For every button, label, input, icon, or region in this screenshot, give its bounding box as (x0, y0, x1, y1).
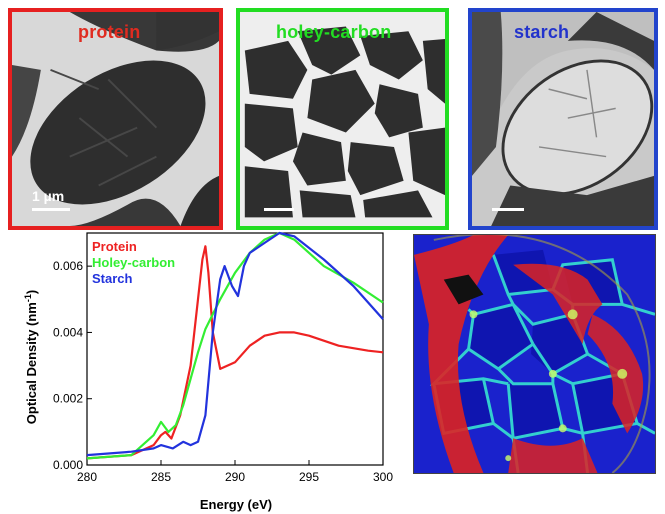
x-tick-label: 290 (225, 470, 245, 484)
starch-label: starch (514, 22, 570, 42)
legend-item-starch: Starch (92, 271, 133, 286)
series-line-protein (86, 245, 384, 460)
chart-axes: 280 285 290 295 300 0.000 0.002 0.004 0.006 (53, 232, 393, 484)
protein-micrograph (12, 12, 219, 226)
holey-carbon-image-panel: holey-carbon (236, 8, 449, 230)
y-tick-label: 0.002 (53, 392, 83, 406)
x-tick-label: 285 (151, 470, 171, 484)
protein-label: protein (78, 22, 141, 42)
scale-bar (264, 208, 294, 211)
y-tick-label: 0.006 (53, 259, 83, 273)
scale-bar (492, 208, 524, 211)
x-axis-title: Energy (eV) (200, 497, 272, 512)
composite-rgb-map (414, 235, 655, 473)
legend-item-protein: Protein (92, 239, 137, 254)
series-line-starch (86, 231, 384, 457)
composite-map-image (413, 234, 656, 474)
holey-carbon-label: holey-carbon (276, 22, 392, 42)
series-line-holey-carbon (86, 231, 384, 460)
starch-micrograph (472, 12, 654, 226)
spectra-chart: 280 285 290 295 300 0.000 0.002 0.004 0.006 Prot… (23, 231, 393, 512)
x-tick-label: 295 (299, 470, 319, 484)
y-tick-label: 0.004 (53, 325, 83, 339)
holey-carbon-micrograph (240, 12, 445, 226)
y-axis-title: Optical Density (nm-1) (23, 290, 39, 424)
y-tick-label: 0.000 (53, 458, 83, 472)
x-tick-label: 300 (373, 470, 393, 484)
scale-bar (32, 208, 70, 211)
chart-series (86, 231, 384, 460)
legend-item-holey-carbon: Holey-carbon (92, 255, 175, 270)
scale-bar-label: 1 µm (32, 188, 65, 204)
starch-image-panel: starch (468, 8, 658, 230)
protein-image-panel: protein 1 µm (8, 8, 223, 230)
x-tick-label: 280 (77, 470, 97, 484)
